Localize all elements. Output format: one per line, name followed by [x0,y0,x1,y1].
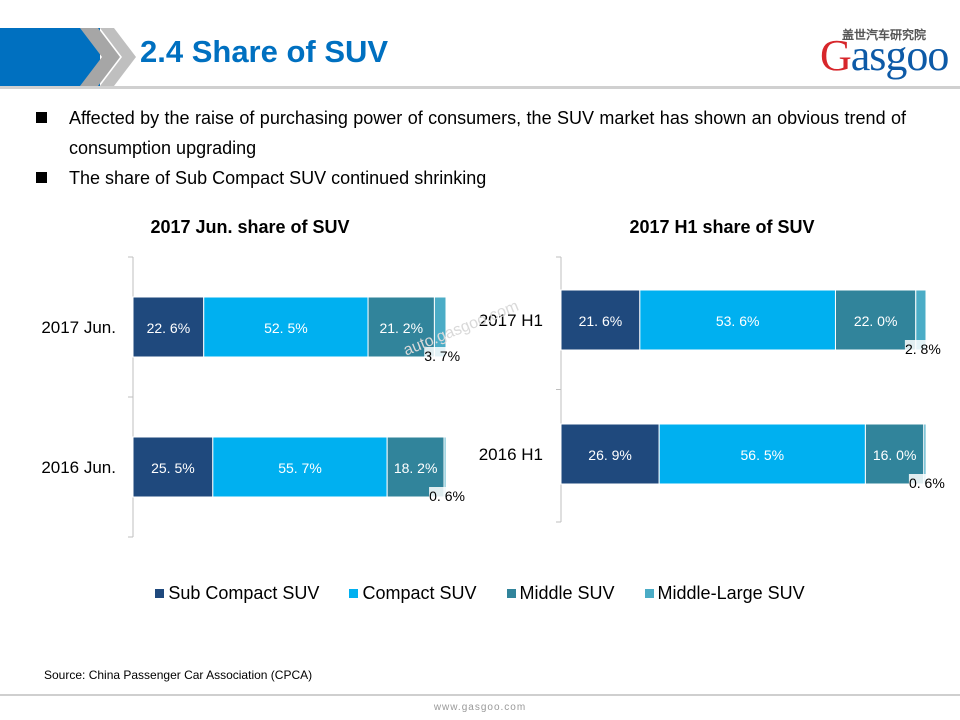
data-label-background [908,474,945,492]
legend-label: Sub Compact SUV [168,583,320,603]
chart-title-right: 2017 H1 share of SUV [629,217,815,237]
legend-label: Middle-Large SUV [657,583,805,603]
data-label: 2. 8% [905,341,941,357]
bullet-list: Affected by the raise of purchasing powe… [36,103,906,193]
legend-swatch [506,589,516,598]
title-rule [0,86,960,89]
legend-label: Middle SUV [519,583,615,603]
gasgoo-logo: Gasgoo [820,31,949,80]
data-label: 3. 7% [424,348,460,364]
bar-segment [834,289,917,351]
legend-swatch [155,589,165,598]
data-label-background [424,347,461,365]
chart-title-left: 2017 Jun. share of SUV [150,217,350,237]
data-label: 26. 9% [588,447,632,463]
bar-segment [132,296,205,358]
bullet-item: The share of Sub Compact SUV continued s… [36,163,906,193]
data-label: 21. 2% [379,320,423,336]
source-note: Source: China Passenger Car Association … [44,668,313,682]
bullet-item: Affected by the raise of purchasing powe… [36,103,906,163]
footer-url: www.gasgoo.com [433,702,527,713]
bar-segment [658,423,866,485]
square-bullet-icon [36,172,47,183]
legend-swatch [349,589,359,598]
square-bullet-icon [36,112,47,123]
bar-segment [203,296,369,358]
category-label: 2016 H1 [479,445,543,464]
legend-item-sub-compact: Sub Compact SUV [155,583,319,604]
legend-label: Compact SUV [362,583,477,603]
data-label-background [904,340,941,358]
data-label: 53. 6% [716,313,760,329]
footer-rule [0,694,960,696]
data-label: 21. 6% [579,313,623,329]
legend-item-compact: Compact SUV [349,583,477,604]
title-band [0,28,100,86]
legend-swatch [644,589,654,598]
data-label: 55. 7% [278,460,322,476]
bar-segment [367,296,435,358]
data-label: 0. 6% [909,475,945,491]
logo-cn-text: 盖世汽车研究院 [842,28,927,42]
legend-item-middle-large: Middle-Large SUV [644,583,805,604]
data-label: 0. 6% [429,488,465,504]
data-label: 22. 0% [854,313,898,329]
bar-segment [560,423,660,485]
data-label: 52. 5% [264,320,308,336]
category-label: 2016 Jun. [41,458,116,477]
category-label: 2017 H1 [479,311,543,330]
data-label: 56. 5% [741,447,785,463]
bullet-text: The share of Sub Compact SUV continued s… [69,168,487,188]
chevron-decoration-icon [80,28,136,86]
bullet-text: Affected by the raise of purchasing powe… [69,108,906,158]
data-label-background [429,487,466,505]
page-title: 2.4 Share of SUV [140,34,389,69]
data-label: 22. 6% [147,320,191,336]
legend-item-middle: Middle SUV [506,583,615,604]
data-label: 25. 5% [151,460,195,476]
chart-legend: Sub Compact SUV Compact SUV Middle SUV M… [0,583,960,604]
data-label: 16. 0% [873,447,917,463]
bar-segment [212,436,388,498]
category-label: 2017 Jun. [41,318,116,337]
data-label: 18. 2% [394,460,438,476]
